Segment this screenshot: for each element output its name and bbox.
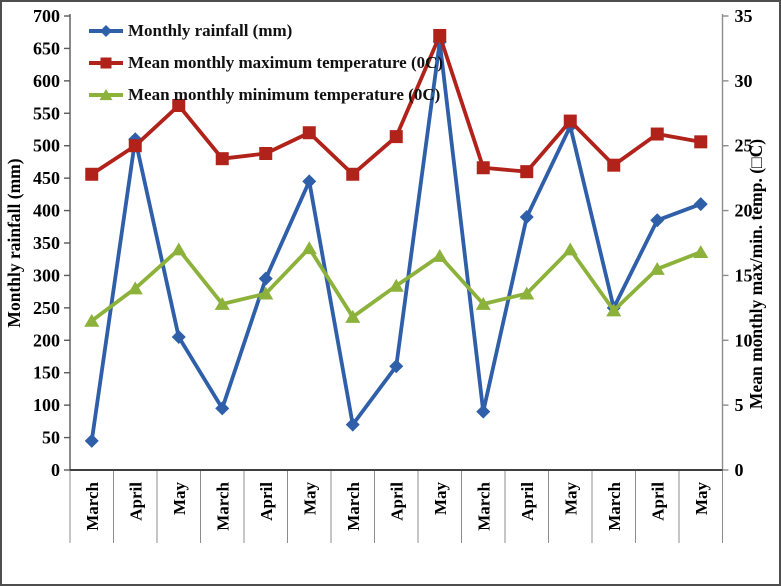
right-y-tick-label: 35 bbox=[735, 6, 753, 26]
data-point-marker-diamond bbox=[215, 401, 230, 416]
data-point-marker-diamond bbox=[258, 271, 273, 286]
x-tick-label: March bbox=[213, 481, 232, 530]
data-point-marker-triangle bbox=[301, 241, 317, 255]
x-tick-label: April bbox=[387, 482, 406, 521]
legend-swatch-marker-square bbox=[100, 57, 112, 69]
data-point-marker-square bbox=[259, 146, 273, 160]
data-point-marker-square bbox=[650, 127, 664, 141]
left-y-tick-label: 550 bbox=[33, 103, 60, 123]
left-y-tick-label: 0 bbox=[51, 460, 60, 480]
legend-item-rainfall[interactable]: Monthly rainfall (mm) bbox=[88, 15, 443, 47]
x-tick-label: March bbox=[344, 481, 363, 530]
left-y-tick-label: 100 bbox=[33, 395, 60, 415]
x-tick-label: May bbox=[561, 482, 580, 516]
data-point-marker-triangle bbox=[432, 248, 448, 262]
legend-label-max-temp: Mean monthly maximum temperature (0C) bbox=[128, 53, 444, 72]
x-tick-label: April bbox=[257, 482, 276, 521]
right-y-tick-label: 15 bbox=[735, 265, 753, 285]
data-point-marker-triangle bbox=[127, 281, 143, 295]
data-point-marker-triangle bbox=[475, 296, 491, 310]
data-point-marker-triangle bbox=[519, 286, 535, 300]
data-point-marker-triangle bbox=[606, 303, 622, 317]
data-point-marker-diamond bbox=[84, 433, 99, 448]
left-y-tick-label: 350 bbox=[33, 233, 60, 253]
data-point-marker-triangle bbox=[214, 296, 230, 310]
right-y-axis-title: Mean monthly max/min. temp. (□C) bbox=[746, 139, 766, 409]
left-y-tick-label: 250 bbox=[33, 298, 60, 318]
data-point-marker-diamond bbox=[519, 210, 534, 225]
x-tick-label: April bbox=[648, 482, 667, 521]
data-point-marker-triangle bbox=[562, 242, 578, 256]
data-point-marker-triangle bbox=[345, 309, 361, 323]
data-point-marker-triangle bbox=[649, 261, 665, 275]
x-tick-label: March bbox=[83, 481, 102, 530]
data-point-marker-square bbox=[85, 167, 99, 181]
left-y-axis-title: Monthly rainfall (mm) bbox=[4, 158, 24, 327]
legend-swatch-marker-triangle bbox=[99, 89, 113, 101]
max-temp-line-square-icon bbox=[89, 57, 123, 69]
left-y-tick-label: 400 bbox=[33, 201, 60, 221]
left-y-tick-label: 450 bbox=[33, 168, 60, 188]
data-point-marker-triangle bbox=[388, 278, 404, 292]
data-point-marker-triangle bbox=[258, 286, 274, 300]
data-point-marker-square bbox=[694, 135, 708, 149]
right-y-tick-label: 10 bbox=[735, 330, 753, 350]
data-point-marker-square bbox=[346, 167, 360, 181]
left-y-tick-label: 50 bbox=[42, 428, 60, 448]
left-y-tick-label: 500 bbox=[33, 136, 60, 156]
legend-item-min-temp[interactable]: Mean monthly minimum temperature (0C) bbox=[88, 79, 443, 111]
legend-item-max-temp[interactable]: Mean monthly maximum temperature (0C) bbox=[88, 47, 443, 79]
right-y-tick-label: 0 bbox=[735, 460, 744, 480]
data-point-marker-square bbox=[172, 99, 186, 113]
legend: Monthly rainfall (mm) Mean monthly maxim… bbox=[88, 15, 443, 111]
x-tick-label: April bbox=[126, 482, 145, 521]
data-point-marker-diamond bbox=[345, 417, 360, 432]
x-tick-label: April bbox=[518, 482, 537, 521]
data-point-marker-diamond bbox=[693, 197, 708, 212]
min-temp-line-triangle-icon bbox=[89, 89, 123, 101]
data-point-marker-square bbox=[433, 28, 447, 42]
x-tick-label: May bbox=[170, 482, 189, 516]
left-y-tick-label: 150 bbox=[33, 363, 60, 383]
right-y-tick-label: 25 bbox=[735, 136, 753, 156]
legend-label-rainfall: Monthly rainfall (mm) bbox=[128, 21, 293, 40]
right-y-tick-label: 30 bbox=[735, 71, 753, 91]
right-y-tick-label: 20 bbox=[735, 201, 753, 221]
left-y-tick-label: 700 bbox=[33, 6, 60, 26]
x-tick-label: May bbox=[300, 482, 319, 516]
left-y-tick-label: 600 bbox=[33, 71, 60, 91]
data-point-marker-diamond bbox=[650, 213, 665, 228]
data-point-marker-square bbox=[302, 126, 316, 140]
x-tick-label: March bbox=[605, 481, 624, 530]
right-y-tick-label: 5 bbox=[735, 395, 744, 415]
data-point-marker-diamond bbox=[302, 174, 317, 189]
left-y-tick-label: 650 bbox=[33, 38, 60, 58]
data-point-marker-square bbox=[563, 114, 577, 128]
rainfall-line-diamond-icon bbox=[89, 25, 123, 37]
data-point-marker-square bbox=[389, 130, 403, 144]
data-point-marker-square bbox=[215, 152, 229, 166]
legend-label-min-temp: Mean monthly minimum temperature (0C) bbox=[128, 85, 441, 104]
data-point-marker-diamond bbox=[389, 359, 404, 374]
data-point-marker-square bbox=[607, 158, 621, 172]
data-point-marker-square bbox=[128, 139, 142, 153]
x-tick-label: May bbox=[692, 482, 711, 516]
data-point-marker-triangle bbox=[171, 242, 187, 256]
left-y-tick-label: 200 bbox=[33, 330, 60, 350]
data-point-marker-triangle bbox=[693, 245, 709, 259]
data-point-marker-square bbox=[476, 161, 490, 175]
data-point-marker-square bbox=[520, 165, 534, 179]
left-y-tick-label: 300 bbox=[33, 265, 60, 285]
data-point-marker-triangle bbox=[84, 313, 100, 327]
data-point-marker-diamond bbox=[171, 330, 186, 345]
x-tick-label: May bbox=[431, 482, 450, 516]
legend-swatch-marker-diamond bbox=[100, 25, 112, 37]
data-point-marker-diamond bbox=[476, 404, 491, 419]
x-tick-label: March bbox=[474, 481, 493, 530]
